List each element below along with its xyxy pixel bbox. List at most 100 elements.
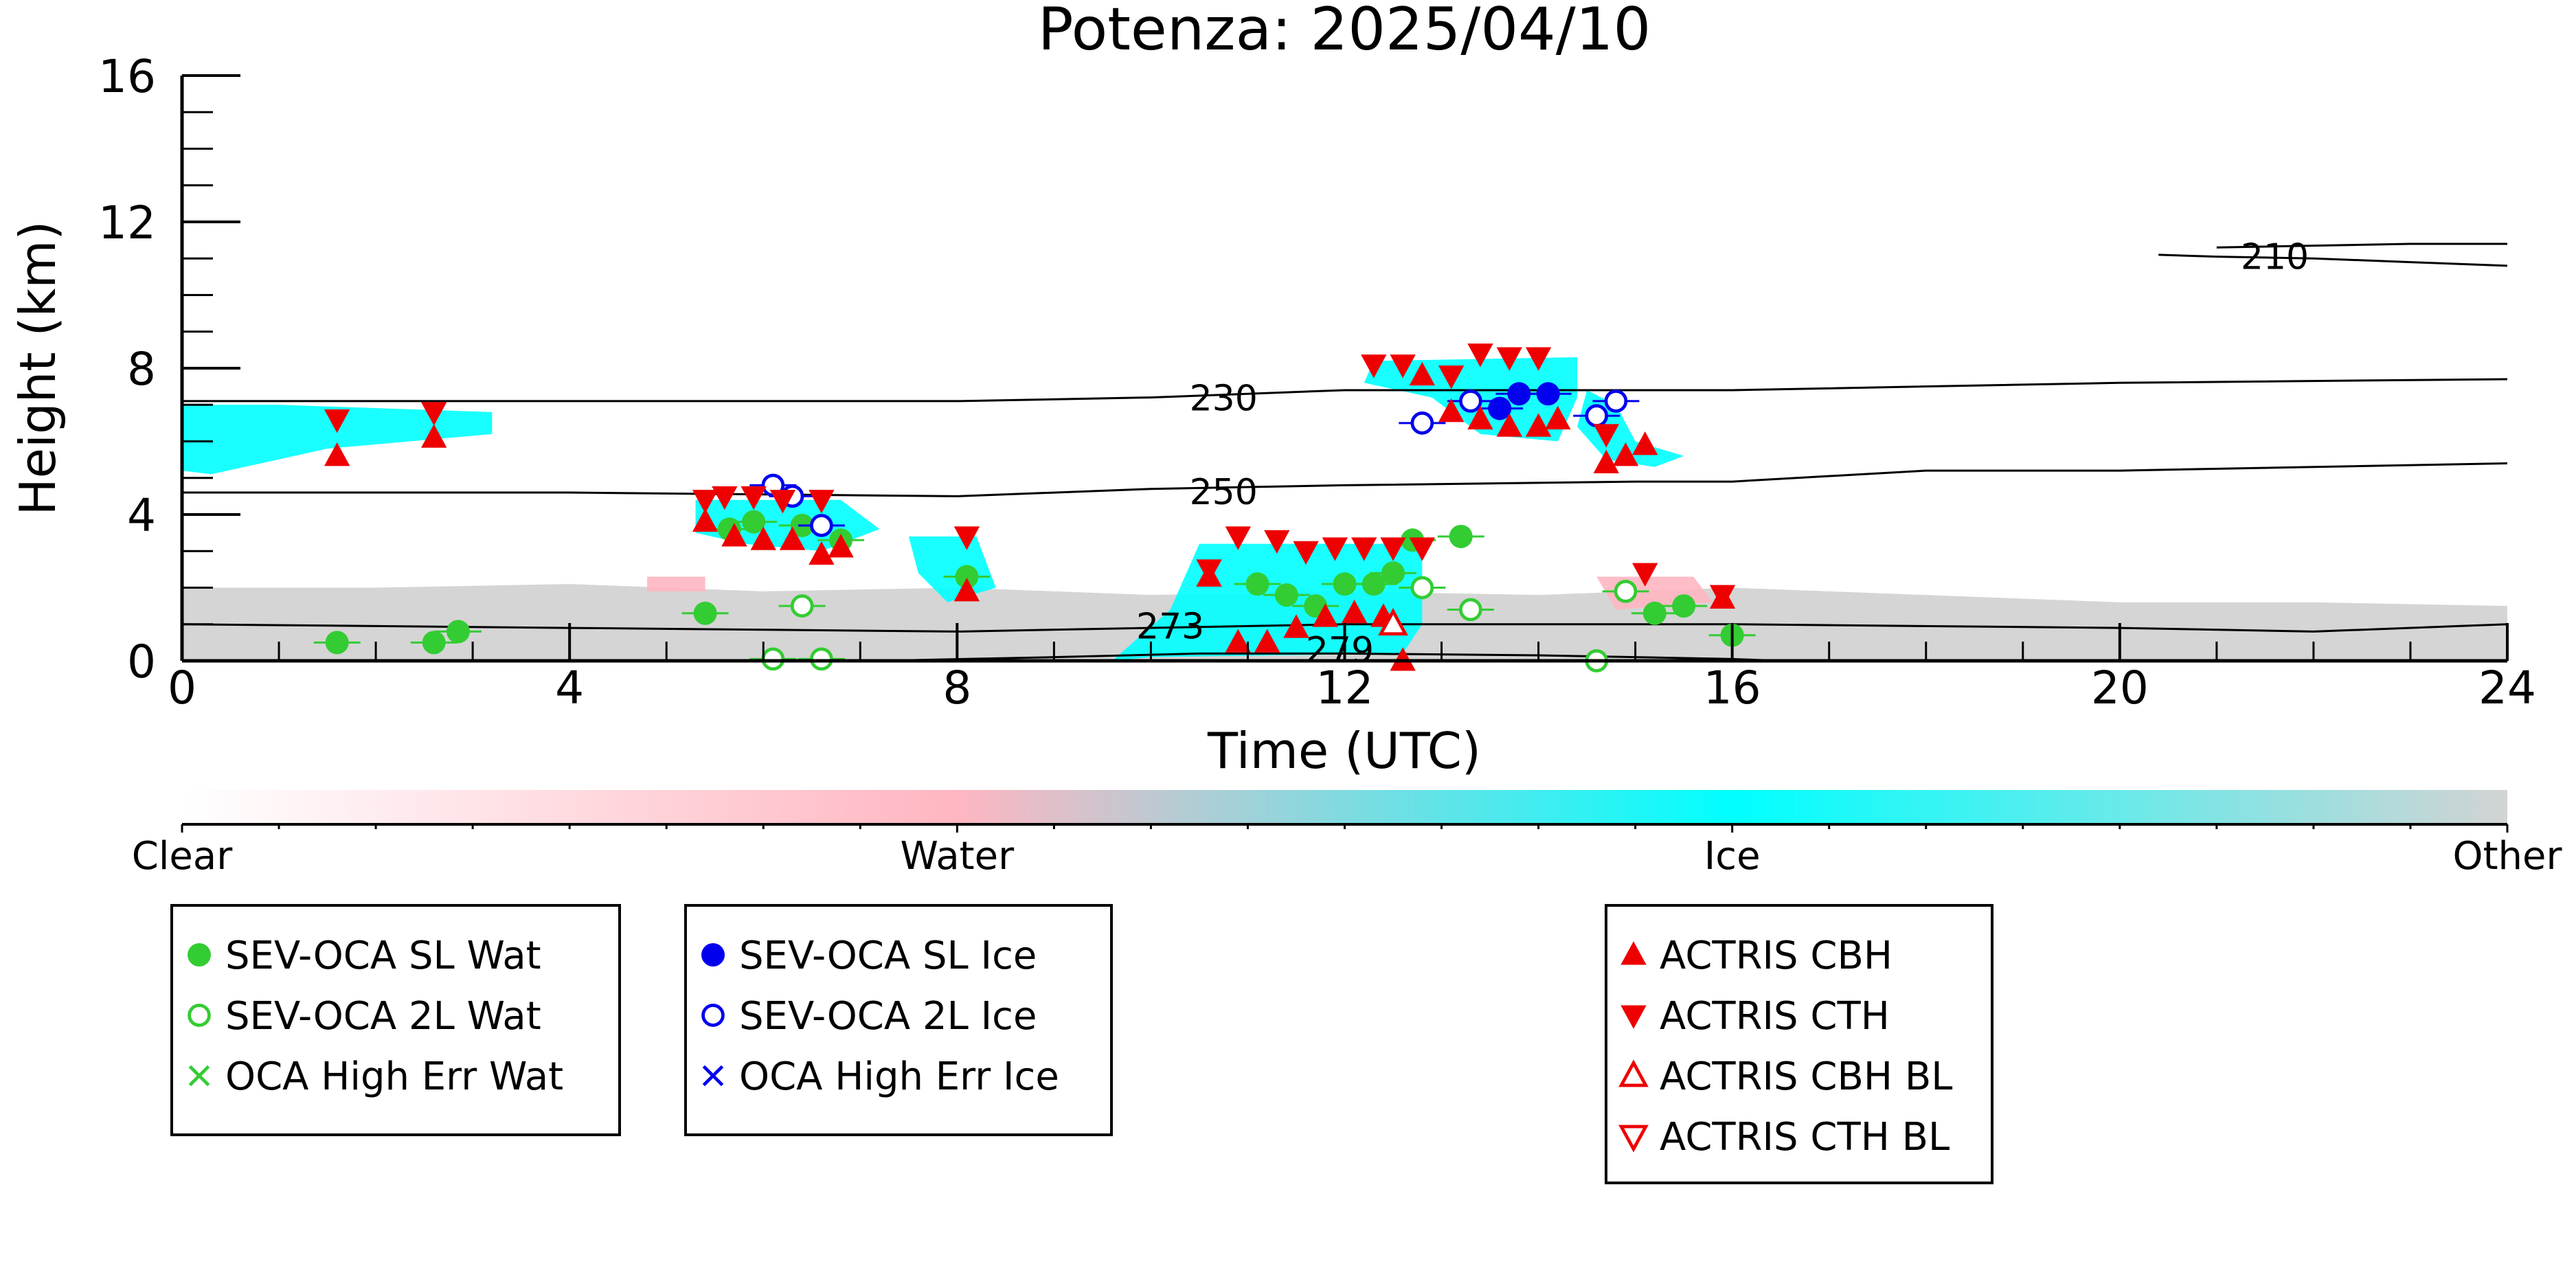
data-point [761,647,785,671]
data-point [1225,526,1252,550]
x-tick-label: 24 [2478,662,2536,714]
data-point [809,541,835,565]
data-point [324,442,350,466]
legend-label: ACTRIS CBH BL [1660,1054,1952,1099]
data-point [422,631,446,655]
data-point [1341,600,1368,624]
isotherm-line-210 [2216,242,2507,249]
data-point [741,486,767,510]
data-point [1593,424,1620,448]
legend-box: ACTRIS CBH ACTRIS CTH ACTRIS CBH BL ACTRIS … [1605,904,1993,1184]
isotherm-label-273: 273 [1136,606,1204,647]
data-point [810,514,833,537]
data-point [1467,343,1493,368]
data-point [1438,398,1465,422]
data-point [953,578,980,602]
legend-marker [701,1004,725,1027]
data-point [1312,603,1338,627]
legend-label: ACTRIS CTH [1660,994,1890,1039]
data-point [1496,413,1522,437]
isotherm-label-279: 279 [1306,630,1374,671]
data-point [1378,608,1408,636]
data-point [1264,530,1290,554]
data-point [692,508,719,532]
isotherm-line-210 [2158,253,2507,267]
data-point [1545,405,1571,430]
data-point [953,526,980,550]
data-point [1409,361,1436,386]
data-point [1293,541,1319,565]
x-tick-label: 20 [2091,662,2149,714]
legend-box: SEV-OCA SL Wat SEV-OCA 2L Wat OCA High Err… [170,904,621,1136]
data-point [1612,442,1639,466]
data-point [1361,354,1387,379]
data-point [1536,382,1560,406]
x-tick-label: 16 [1704,662,1761,714]
data-point [810,647,833,671]
x-tick-label: 4 [555,662,584,714]
colorbar-label: Ice [1704,834,1761,879]
cloud-region-water [647,576,705,591]
legend-label: OCA High Err Wat [225,1054,563,1099]
isotherm-line-273 [182,623,2507,633]
legend-frame [1605,904,1993,1184]
data-point [1593,449,1620,473]
data-point [1410,576,1434,600]
data-point [421,402,447,426]
legend-label: SEV-OCA SL Ice [739,934,1037,978]
data-point [1585,404,1609,428]
data-point [790,594,814,618]
cloud-region-ice [182,405,493,475]
isotherm-line-250 [182,462,2507,497]
y-tick-label: 12 [98,196,156,249]
data-point [750,526,776,550]
legend-marker [188,943,211,967]
data-point [1496,347,1522,371]
cloud-region-ice [908,536,996,602]
data-point [809,490,835,514]
data-point [1604,389,1628,413]
data-point [1381,561,1405,585]
data-point [1362,572,1386,596]
data-point [1488,396,1512,420]
colorbar-label: Water [901,834,1015,879]
data-point [828,534,854,558]
legend-label: OCA High Err Ice [739,1054,1059,1099]
data-point [1225,629,1252,653]
data-point [955,565,979,589]
chart-title: Potenza: 2025/04/10 [1038,0,1651,64]
data-point [1467,405,1493,430]
data-point [1351,537,1377,561]
data-point [1254,629,1280,653]
colorbar: Clear Water Ice Other [132,790,2562,879]
data-point [693,601,717,625]
isotherm-label-210: 210 [2241,237,2309,278]
legend-box: SEV-OCA SL Ice SEV-OCA 2L Ice OCA High Err… [684,904,1113,1136]
data-point [1525,347,1552,371]
x-axis-label: Time (UTC) [1207,722,1481,780]
data-point [1322,537,1348,561]
data-point [779,526,806,550]
data-point [1196,559,1222,583]
y-tick-label: 4 [127,489,156,542]
legend-label: SEV-OCA 2L Wat [225,994,541,1039]
data-point [1525,413,1552,437]
data-point [325,631,349,655]
cloud-phase-layer [182,357,2507,661]
data-point [1507,382,1531,406]
data-point [721,523,747,547]
legends: SEV-OCA SL Wat SEV-OCA 2L Wat OCA High Err… [170,904,1993,1184]
data-point [1459,389,1482,413]
data-point [1245,572,1269,596]
y-tick-label: 16 [98,50,156,103]
data-point [446,620,470,644]
data-point [1283,614,1309,638]
legend-marker [188,1065,210,1087]
series-actris-cbh [324,361,1736,671]
data-point [742,510,766,534]
data-point [324,409,350,433]
y-tick-label: 8 [127,343,156,396]
legend-frame [170,904,621,1136]
data-point [1632,431,1658,455]
